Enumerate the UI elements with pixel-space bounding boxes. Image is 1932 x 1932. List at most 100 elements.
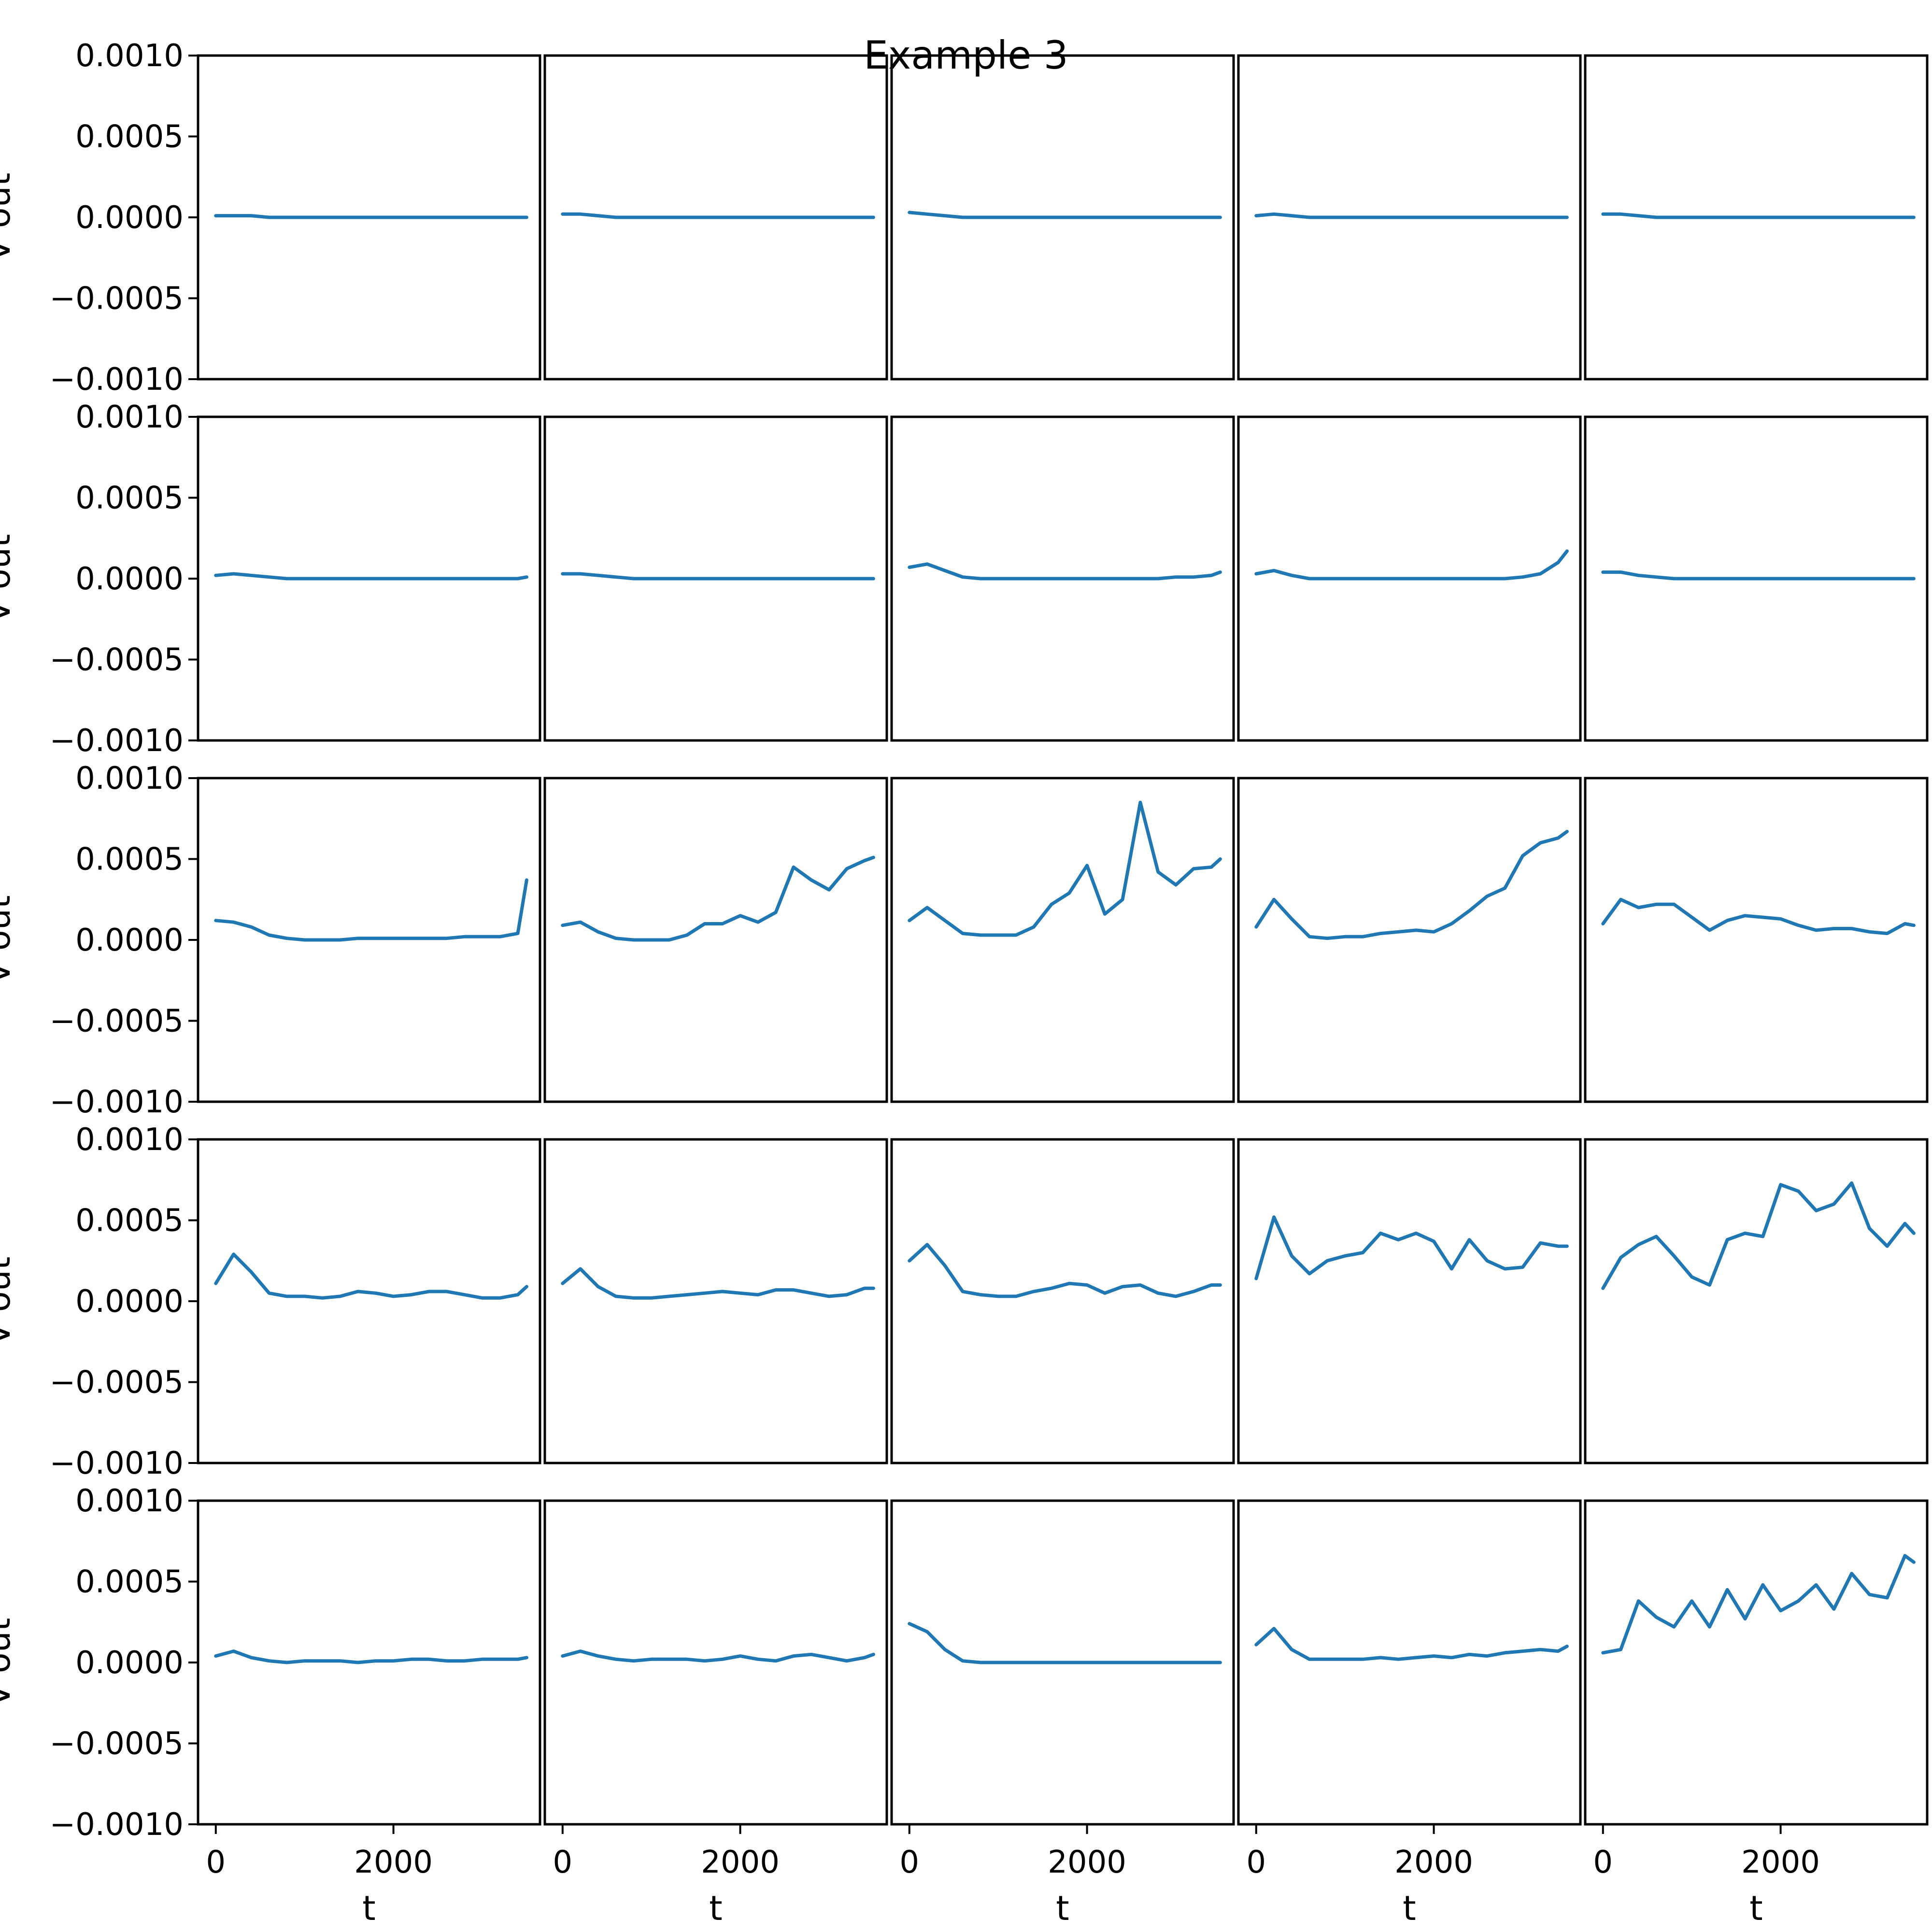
y-tick-label: −0.0010 — [49, 1446, 184, 1481]
series-line — [214, 572, 528, 581]
series-line — [1601, 212, 1916, 219]
subplot-r1-c4 — [1237, 54, 1582, 381]
y-tick-label: 0.0005 — [75, 1564, 184, 1600]
series-line — [1601, 1181, 1916, 1290]
y-tick-label: −0.0010 — [49, 723, 184, 759]
series-line — [1254, 830, 1569, 940]
x-tick-label: 2000 — [354, 1845, 433, 1880]
subplot-r3-c5 — [1584, 777, 1929, 1103]
y-tick-label: 0.0000 — [75, 200, 184, 236]
series-line — [214, 1252, 528, 1300]
axes-frame — [1237, 1499, 1582, 1826]
series-line — [908, 800, 1222, 937]
y-axis-label: V out — [0, 173, 18, 262]
series-line — [1254, 212, 1569, 219]
y-tick-label: 0.0000 — [75, 1284, 184, 1320]
y-tick-label: 0.0005 — [75, 481, 184, 516]
x-axis-label: t — [709, 1889, 722, 1928]
y-tick-label: −0.0005 — [49, 1726, 184, 1762]
y-tick-label: 0.0010 — [75, 399, 184, 435]
x-axis-label: t — [1749, 1889, 1762, 1928]
y-tick-label: 0.0000 — [75, 1645, 184, 1681]
axes-frame — [543, 1138, 888, 1464]
x-axis-label: t — [362, 1889, 375, 1928]
axes-frame — [890, 777, 1235, 1103]
y-tick-label: 0.0010 — [75, 761, 184, 796]
series-line — [1601, 570, 1916, 581]
axes-frame — [543, 777, 888, 1103]
y-tick-label: −0.0005 — [49, 1004, 184, 1039]
subplot-r5-c5: 0 2000 t — [1584, 1499, 1929, 1928]
axes-frame — [1584, 1138, 1929, 1464]
axes-frame — [1237, 1138, 1582, 1464]
x-tick-label: 2000 — [1394, 1845, 1473, 1880]
subplot-r5-c2: 0 2000 t — [543, 1499, 888, 1928]
y-tick-label: 0.0005 — [75, 1203, 184, 1239]
subplot-r3-c3 — [890, 777, 1235, 1103]
subplot-r3-c2 — [543, 777, 888, 1103]
y-tick-label: 0.0000 — [75, 561, 184, 597]
x-tick-label: 2000 — [1048, 1845, 1126, 1880]
y-axis-label: V out — [0, 1618, 18, 1707]
y-tick-label: 0.0005 — [75, 842, 184, 878]
y-tick-label: −0.0010 — [49, 362, 184, 398]
subplot-r1-c3 — [890, 54, 1235, 381]
x-tick-label: 0 — [899, 1845, 919, 1880]
series-line — [1601, 1554, 1916, 1655]
subplot-r2-c2 — [543, 415, 888, 742]
y-tick-label: −0.0010 — [49, 1084, 184, 1120]
x-tick-label: 0 — [553, 1845, 572, 1880]
y-tick-label: 0.0010 — [75, 1483, 184, 1519]
series-line — [1254, 1215, 1569, 1280]
subplot-r4-c1: 0.0010 0.0005 0.0000 −0.0005 −0.0010 V out — [0, 1122, 541, 1481]
series-line — [908, 562, 1222, 581]
x-axis-label: t — [1403, 1889, 1416, 1928]
y-tick-label: 0.0005 — [75, 119, 184, 155]
subplot-r2-c4 — [1237, 415, 1582, 742]
axes-frame — [197, 1138, 541, 1464]
subplot-r3-c4 — [1237, 777, 1582, 1103]
x-axis-label: t — [1056, 1889, 1069, 1928]
series-line — [908, 1622, 1222, 1664]
series-line — [908, 211, 1222, 219]
series-line — [214, 1649, 528, 1664]
x-tick-label: 0 — [206, 1845, 226, 1880]
y-axis-label: V out — [0, 895, 18, 985]
y-tick-label: 0.0010 — [75, 38, 184, 74]
subplot-r5-c3: 0 2000 t — [890, 1499, 1235, 1928]
y-axis-label: V out — [0, 534, 18, 624]
series-line — [561, 1267, 875, 1300]
y-tick-label: 0.0000 — [75, 923, 184, 958]
subplot-r1-c2 — [543, 54, 888, 381]
subplot-r4-c4 — [1237, 1138, 1582, 1464]
subplot-r5-c4: 0 2000 t — [1237, 1499, 1582, 1928]
y-tick-label: −0.0010 — [49, 1807, 184, 1843]
subplot-r4-c5 — [1584, 1138, 1929, 1464]
series-line — [561, 855, 875, 942]
x-tick-label: 2000 — [1741, 1845, 1820, 1880]
series-line — [561, 212, 875, 219]
series-line — [561, 1649, 875, 1663]
axes-frame — [543, 1499, 888, 1826]
subplot-r1-c1: 0.0010 0.0005 0.0000 −0.0005 −0.0010 V out — [0, 38, 541, 398]
series-line — [1254, 1627, 1569, 1661]
subplot-r2-c5 — [1584, 415, 1929, 742]
subplot-r2-c3 — [890, 415, 1235, 742]
subplot-r4-c2 — [543, 1138, 888, 1464]
series-line — [1254, 549, 1569, 581]
subplot-r3-c1: 0.0010 0.0005 0.0000 −0.0005 −0.0010 V out — [0, 761, 541, 1120]
x-tick-label: 2000 — [701, 1845, 780, 1880]
axes-frame — [1584, 777, 1929, 1103]
figure-title: Example 3 — [864, 33, 1068, 78]
subplot-r4-c3 — [890, 1138, 1235, 1464]
x-tick-label: 0 — [1246, 1845, 1266, 1880]
series-line — [908, 1243, 1222, 1298]
subplot-r1-c5 — [1584, 54, 1929, 381]
y-tick-label: −0.0005 — [49, 642, 184, 678]
y-axis-label: V out — [0, 1257, 18, 1346]
axes-frame — [890, 1138, 1235, 1464]
y-tick-label: −0.0005 — [49, 281, 184, 317]
axes-frame — [1584, 1499, 1929, 1826]
